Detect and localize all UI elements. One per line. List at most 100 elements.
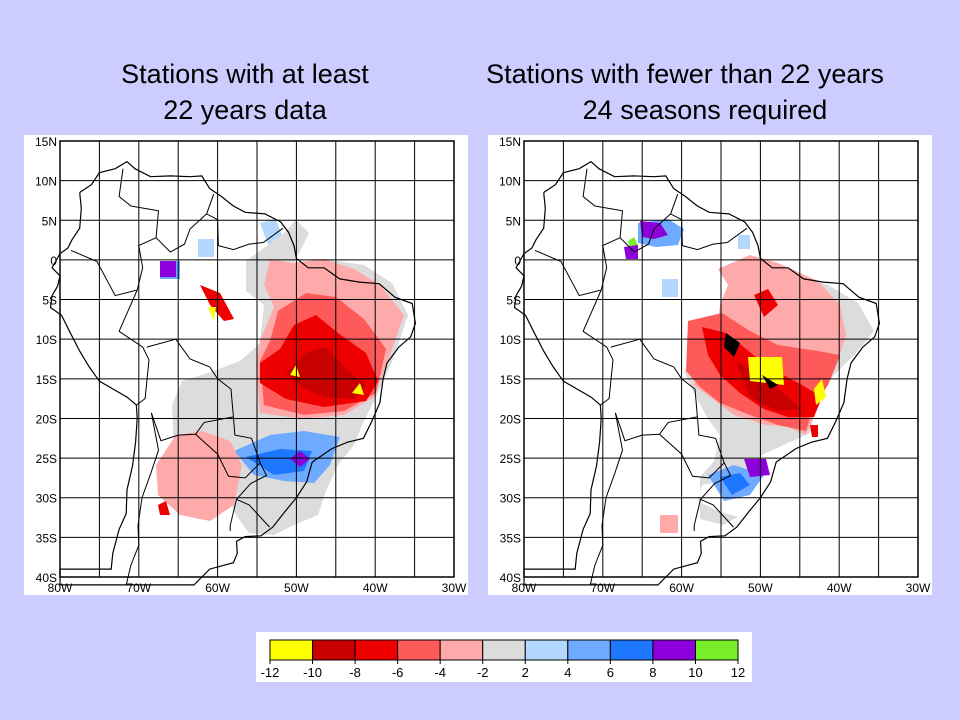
- latitude-label: 0: [50, 254, 57, 268]
- longitude-label: 40W: [827, 581, 852, 595]
- longitude-label: 70W: [590, 581, 615, 595]
- latitude-label: 10N: [35, 175, 57, 189]
- longitude-label: 60W: [205, 581, 230, 595]
- colorbar-swatch: [482, 639, 526, 661]
- anomaly-red-spot: [810, 425, 818, 437]
- colorbar-tick-label: -8: [349, 665, 361, 680]
- latitude-label: 15S: [500, 373, 521, 387]
- latitude-label: 5N: [42, 214, 57, 228]
- coastline-path: [513, 160, 881, 586]
- anomaly-purple-patch: [744, 459, 770, 477]
- coastline: [513, 160, 881, 586]
- latitude-label: 20S: [500, 412, 521, 426]
- country-border: [235, 462, 270, 528]
- colorbar-swatch: [694, 639, 739, 661]
- latitude-label: 25S: [36, 452, 57, 466]
- anomaly-light-red-patch: [660, 515, 678, 533]
- anomaly-darkest-red-region: [286, 347, 366, 399]
- country-border: [693, 499, 701, 531]
- country-border: [70, 168, 160, 297]
- colorbar-legend: -12 -10 -8 -6 -4 -2 2 4 6 8 10 12: [261, 639, 745, 680]
- longitude-label: 70W: [126, 581, 151, 595]
- colorbar-swatch: [312, 639, 356, 661]
- longitude-label: 60W: [669, 581, 694, 595]
- colorbar-tick-label: -2: [477, 665, 489, 680]
- anomaly-light-blue-patch: [738, 235, 750, 249]
- longitude-label: 40W: [363, 581, 388, 595]
- colorbar-swatch: [439, 639, 484, 661]
- latitude-label: 5N: [506, 214, 521, 228]
- anomaly-fill-layer: [156, 219, 408, 535]
- latitude-label: 35S: [500, 531, 521, 545]
- latitude-label: 20S: [36, 412, 57, 426]
- country-border: [699, 462, 734, 528]
- latitude-label: 10S: [36, 333, 57, 347]
- country-border: [229, 499, 237, 531]
- colorbar-tick-label: -10: [303, 665, 322, 680]
- colorbar-tick-label: 6: [607, 665, 614, 680]
- country-border: [619, 213, 671, 253]
- latitude-label: 15N: [499, 135, 521, 149]
- map-frame: [59, 140, 455, 578]
- country-border: [534, 168, 624, 297]
- coastline-path: [49, 160, 417, 586]
- latitude-label: 30S: [500, 492, 521, 506]
- colorbar-swatch: [567, 639, 611, 661]
- right-map-panel: 15N 10N 5N 0 5S 10S 15S 20S 25S 30S 35S 40S 80W 70W 60…: [488, 135, 932, 595]
- right-map-title-line-2: 24 seasons required: [582, 95, 828, 125]
- anomaly-light-blue-patch: [662, 279, 678, 297]
- latitude-label: 15N: [35, 135, 57, 149]
- colorbar-swatch: [354, 639, 399, 661]
- longitude-label: 80W: [512, 581, 537, 595]
- lat-lon-grid: [523, 140, 919, 578]
- colorbar-tick-label: 2: [522, 665, 529, 680]
- country-border: [125, 412, 160, 586]
- longitude-label: 30W: [442, 581, 467, 595]
- latitude-label: 5S: [506, 294, 521, 308]
- country-border: [155, 213, 207, 253]
- anomaly-light-red-region: [156, 431, 242, 521]
- colorbar-swatch: [524, 639, 569, 661]
- country-border: [582, 289, 614, 406]
- colorbar-swatch: [397, 639, 441, 661]
- latitude-label: 25S: [500, 452, 521, 466]
- colorbar: -12 -10 -8 -6 -4 -2 2 4 6 8 10 12: [256, 632, 752, 682]
- latitude-label: 10N: [499, 175, 521, 189]
- colorbar-tick-label: -12: [261, 665, 280, 680]
- latitude-label: 30S: [36, 492, 57, 506]
- anomaly-red-spot: [158, 501, 170, 515]
- anomaly-yellow-patch: [208, 307, 216, 321]
- colorbar-tick-label: -6: [392, 665, 404, 680]
- latitude-label: 5S: [42, 294, 57, 308]
- left-map-title: Stations with at least 22 years data: [70, 56, 420, 128]
- colorbar-tick-label: 12: [731, 665, 745, 680]
- anomaly-yellow-spot: [814, 379, 826, 405]
- anomaly-yellow-spot: [352, 383, 364, 395]
- latitude-label: 10S: [500, 333, 521, 347]
- latitude-label: 40S: [36, 571, 57, 585]
- colorbar-swatch: [609, 639, 654, 661]
- colorbar-swatch: [269, 639, 314, 661]
- anomaly-green-spot: [628, 237, 638, 247]
- right-map-title-line-1: Stations with fewer than 22 years: [486, 59, 884, 89]
- longitude-label: 50W: [284, 581, 309, 595]
- country-border: [610, 338, 698, 442]
- anomaly-purple-patch: [160, 261, 176, 277]
- left-map-title-line-1: Stations with at least: [121, 59, 369, 89]
- latitude-label: 0: [514, 254, 521, 268]
- country-border: [669, 193, 748, 251]
- latitude-label: 15S: [36, 373, 57, 387]
- anomaly-yellow-patch: [748, 357, 784, 385]
- latitude-label: 35S: [36, 531, 57, 545]
- anomaly-dark-blue-region: [720, 473, 750, 495]
- left-map-panel: 15N 10N 5N 0 5S 10S 15S 20S 25S 30S 35S 40S 80W 70W 60…: [24, 135, 468, 595]
- anomaly-purple-spot: [624, 245, 638, 259]
- longitude-label: 80W: [48, 581, 73, 595]
- country-border: [118, 289, 150, 406]
- anomaly-red-patch: [200, 285, 234, 321]
- anomaly-fill-layer: [624, 219, 874, 533]
- lat-lon-grid: [59, 140, 455, 578]
